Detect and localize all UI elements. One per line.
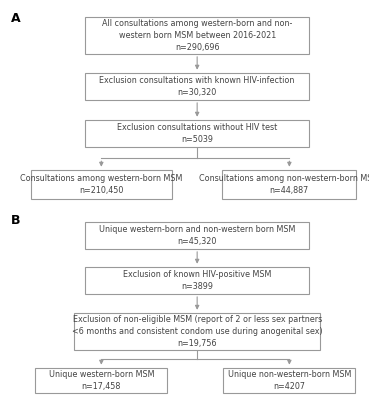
FancyBboxPatch shape: [223, 170, 356, 199]
FancyBboxPatch shape: [85, 267, 309, 294]
Text: Exclusion consultations with known HIV-infection
n=30,320: Exclusion consultations with known HIV-i…: [100, 76, 295, 97]
Text: Unique western-born MSM
n=17,458: Unique western-born MSM n=17,458: [49, 370, 154, 391]
Text: Consultations among non-western-born MSM
n=44,887: Consultations among non-western-born MSM…: [199, 174, 369, 195]
FancyBboxPatch shape: [85, 73, 309, 100]
Text: Exclusion of known HIV-positive MSM
n=3899: Exclusion of known HIV-positive MSM n=38…: [123, 270, 271, 291]
FancyBboxPatch shape: [35, 368, 167, 393]
Text: B: B: [11, 214, 20, 227]
Text: A: A: [11, 12, 21, 25]
FancyBboxPatch shape: [74, 313, 320, 350]
FancyBboxPatch shape: [223, 368, 355, 393]
Text: Exclusion of non-eligible MSM (report of 2 or less sex partners
<6 months and co: Exclusion of non-eligible MSM (report of…: [72, 315, 323, 348]
FancyBboxPatch shape: [85, 222, 309, 249]
Text: Unique western-born and non-western born MSM
n=45,320: Unique western-born and non-western born…: [99, 225, 295, 246]
FancyBboxPatch shape: [31, 170, 172, 199]
Text: Unique non-western-born MSM
n=4207: Unique non-western-born MSM n=4207: [228, 370, 351, 391]
Text: Consultations among western-born MSM
n=210,450: Consultations among western-born MSM n=2…: [20, 174, 183, 195]
FancyBboxPatch shape: [85, 17, 309, 54]
FancyBboxPatch shape: [85, 120, 309, 147]
Text: All consultations among western-born and non-
western born MSM between 2016-2021: All consultations among western-born and…: [102, 19, 292, 52]
Text: Exclusion consultations without HIV test
n=5039: Exclusion consultations without HIV test…: [117, 123, 277, 144]
